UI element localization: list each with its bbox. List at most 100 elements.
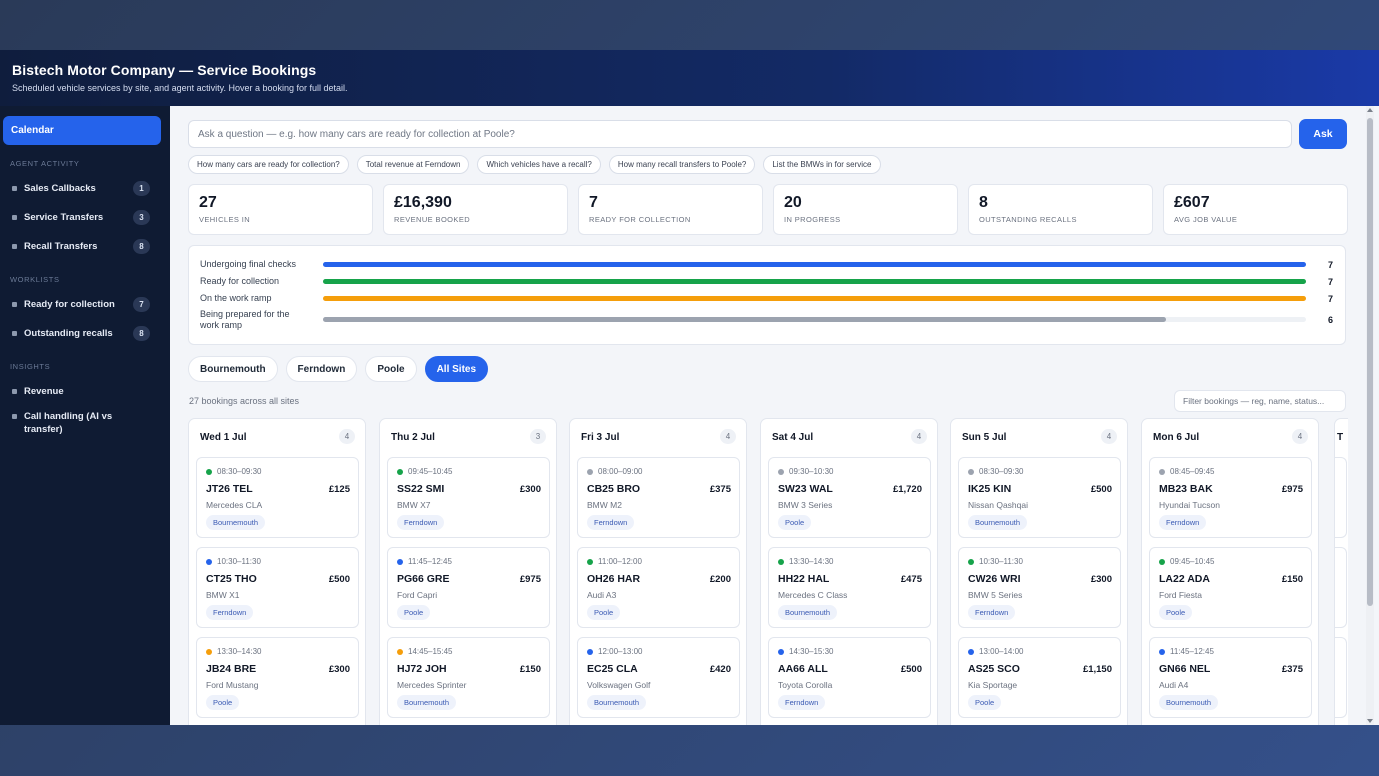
site-badge: Ferndown [968, 605, 1016, 620]
suggestion-chip[interactable]: How many cars are ready for collection? [188, 155, 349, 174]
day-label: Sun 5 Jul [962, 432, 1007, 443]
scroll-thumb[interactable] [1367, 118, 1373, 606]
filter-bookings-input[interactable] [1174, 390, 1346, 412]
booking-card[interactable]: 11:45–12:45 PG66 GRE £975 Ford Capri Poole [387, 547, 550, 628]
ask-button[interactable]: Ask [1299, 119, 1347, 149]
booking-price: £300 [1090, 574, 1112, 585]
kpi-label: REVENUE BOOKED [394, 215, 471, 224]
booking-card[interactable]: 09:45–10:45 SS22 SMI £300 BMW X7 Ferndown [387, 457, 550, 538]
sidebar-item-calendar[interactable]: Calendar [3, 116, 161, 145]
status-label: Undergoing final checks [200, 259, 297, 269]
booking-card[interactable] [1335, 637, 1347, 718]
status-dot-icon [778, 468, 784, 475]
status-count: 7 [1328, 260, 1334, 270]
status-label: Ready for collection [200, 276, 280, 286]
booking-card[interactable]: 14:30–15:30 AA66 ALL £500 Toyota Corolla Fer… [768, 637, 931, 718]
booking-card[interactable]: 09:45–10:45 LA22 ADA £150 Ford Fiesta Poole [1149, 547, 1312, 628]
booking-card[interactable] [1335, 547, 1347, 628]
booking-card[interactable]: 12:00–13:00 EC25 CLA £420 Volkswagen Golf Bo… [577, 637, 740, 718]
vehicle-reg: OH26 HAR [587, 573, 641, 585]
booking-time-text: 08:45–09:45 [1170, 467, 1215, 476]
vehicle-model: Ford Fiesta [1159, 590, 1202, 600]
booking-card[interactable]: 13:30–14:30 HH22 HAL £475 Mercedes C Class B… [768, 547, 931, 628]
sidebar-item-revenue[interactable]: Revenue [3, 377, 167, 406]
day-column: Sat 4 Jul 4 09:30–10:30 SW23 WAL £1,720 BMW 3… [760, 418, 938, 725]
tab-all-sites[interactable]: All Sites [424, 356, 489, 382]
status-dot-icon [968, 648, 974, 655]
vehicle-model: BMW 5 Series [968, 590, 1023, 600]
kpi-row: 27 VEHICLES IN £16,390 REVENUE BOOKED 7 READY… [188, 184, 1348, 235]
booking-card[interactable]: 14:45–15:45 HJ72 JOH £150 Mercedes Sprinter… [387, 637, 550, 718]
vehicle-model: Ford Capri [397, 590, 438, 600]
scroll-down-arrow-icon[interactable] [1367, 719, 1373, 723]
kpi-card: £607 AVG JOB VALUE [1163, 184, 1348, 235]
vehicle-reg: JT26 TEL [206, 483, 253, 495]
status-progress-card: Undergoing final checks 7 Ready for collec… [188, 245, 1346, 345]
tab-ferndown[interactable]: Ferndown [285, 356, 358, 382]
tab-poole[interactable]: Poole [365, 356, 417, 382]
booking-card[interactable]: 11:45–12:45 GN66 NEL £375 Audi A4 Bournemout… [1149, 637, 1312, 718]
suggestion-chip[interactable]: Total revenue at Ferndown [356, 155, 470, 174]
booking-time-text: 09:45–10:45 [408, 467, 453, 476]
vehicle-reg: CT25 THO [206, 573, 257, 585]
suggestion-chip[interactable]: List the BMWs in for service [763, 155, 881, 174]
site-badge: Ferndown [397, 515, 445, 530]
booking-card[interactable]: 13:00–14:00 AS25 SCO £1,150 Kia Sportage Poo… [958, 637, 1121, 718]
booking-price: £150 [519, 664, 541, 675]
booking-card[interactable]: 08:30–09:30 IK25 KIN £500 Nissan Qashqai Bou… [958, 457, 1121, 538]
status-dot-icon [206, 648, 212, 655]
booking-card[interactable]: 08:45–09:45 MB23 BAK £975 Hyundai Tucson Fer… [1149, 457, 1312, 538]
ask-input[interactable] [188, 120, 1292, 148]
sidebar-item-outstanding-recalls[interactable]: Outstanding recalls 8 [3, 319, 167, 348]
sidebar-item-label: Revenue [24, 386, 64, 397]
kpi-card: £16,390 REVENUE BOOKED [383, 184, 568, 235]
tab-bournemouth[interactable]: Bournemouth [188, 356, 278, 382]
bullet-icon [12, 331, 17, 336]
booking-card[interactable]: 10:30–11:30 CT25 THO £500 BMW X1 Ferndown [196, 547, 359, 628]
status-dot-icon [587, 558, 593, 565]
kpi-card: 8 OUTSTANDING RECALLS [968, 184, 1153, 235]
booking-time: 08:30–09:30 [206, 467, 262, 476]
booking-card[interactable] [1335, 457, 1347, 538]
vehicle-reg: HJ72 JOH [397, 663, 447, 675]
booking-card[interactable]: 11:00–12:00 OH26 HAR £200 Audi A3 Poole [577, 547, 740, 628]
vehicle-reg: IK25 KIN [968, 483, 1012, 495]
booking-card[interactable]: 10:30–11:30 CW26 WRI £300 BMW 5 Series Fernd… [958, 547, 1121, 628]
site-badge: Poole [1159, 605, 1193, 620]
scroll-up-arrow-icon[interactable] [1367, 108, 1373, 112]
progress-track [323, 296, 1306, 301]
vehicle-model: Nissan Qashqai [968, 500, 1029, 510]
day-label: Sat 4 Jul [772, 432, 814, 443]
booking-card[interactable]: 13:30–14:30 JB24 BRE £300 Ford Mustang Poole [196, 637, 359, 718]
booking-time-text: 09:45–10:45 [1170, 557, 1215, 566]
sidebar-item-ready-for-collection[interactable]: Ready for collection 7 [3, 290, 167, 319]
vehicle-reg: AS25 SCO [968, 663, 1020, 675]
scrollbar[interactable] [1366, 106, 1374, 725]
suggestion-chip[interactable]: Which vehicles have a recall? [477, 155, 601, 174]
booking-card[interactable]: 08:30–09:30 JT26 TEL £125 Mercedes CLA Bourn… [196, 457, 359, 538]
booking-time: 11:00–12:00 [587, 557, 642, 566]
booking-time: 13:30–14:30 [206, 647, 262, 656]
sidebar-item-recall-transfers[interactable]: Recall Transfers 8 [3, 232, 167, 261]
site-badge: Poole [968, 695, 1002, 710]
site-badge: Poole [778, 515, 812, 530]
suggestion-chip[interactable]: How many recall transfers to Poole? [608, 155, 756, 174]
vehicle-reg: GN66 NEL [1159, 663, 1211, 675]
bullet-icon [12, 389, 17, 394]
booking-price: £420 [709, 664, 731, 675]
booking-time-text: 08:30–09:30 [217, 467, 262, 476]
booking-card[interactable]: 09:30–10:30 SW23 WAL £1,720 BMW 3 Series Poo… [768, 457, 931, 538]
sidebar: Calendar AGENT ACTIVITY Sales Callbacks 1 S… [0, 106, 170, 725]
booking-time-text: 13:00–14:00 [979, 647, 1024, 656]
kpi-value: £16,390 [394, 194, 452, 211]
booking-time: 08:30–09:30 [968, 467, 1024, 476]
booking-price: £375 [1281, 664, 1303, 675]
progress-track [323, 279, 1306, 284]
sidebar-item-service-transfers[interactable]: Service Transfers 3 [3, 203, 167, 232]
kpi-value: 20 [784, 194, 802, 211]
sidebar-item-sales-callbacks[interactable]: Sales Callbacks 1 [3, 174, 167, 203]
sidebar-item-call-handling-ai-vs-transfer[interactable]: Call handling (AI vs transfer) [3, 406, 118, 442]
booking-time-text: 10:30–11:30 [217, 557, 261, 566]
booking-card[interactable]: 08:00–09:00 CB25 BRO £375 BMW M2 Ferndown [577, 457, 740, 538]
day-label: Thu 2 Jul [391, 432, 435, 443]
